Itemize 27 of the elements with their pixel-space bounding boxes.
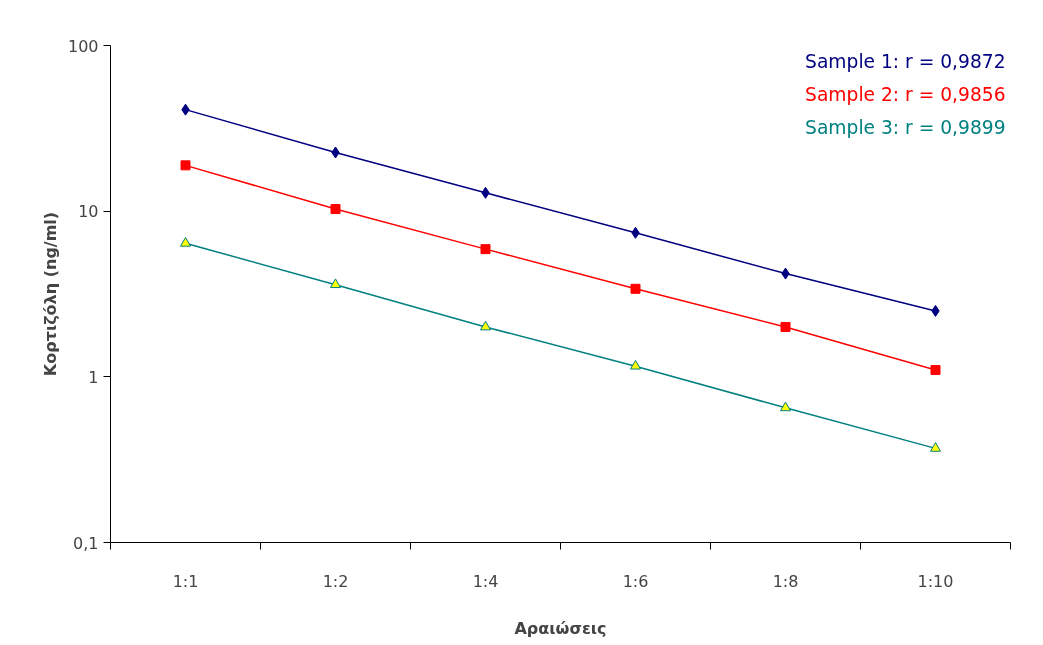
y-axis-title: Κορτιζόλη (ng/ml) — [40, 211, 60, 377]
x-tick-label: 1:6 — [622, 571, 649, 591]
y-tick-label: 0,1 — [73, 533, 99, 553]
x-tick-label: 1:1 — [172, 571, 199, 591]
x-tick-label: 1:4 — [472, 571, 499, 591]
point — [630, 283, 641, 294]
point — [630, 359, 641, 370]
x-tick-label: 1:10 — [917, 571, 954, 591]
text: Sample 2: r = 0,9856 — [805, 83, 1006, 105]
point — [330, 278, 341, 289]
text: Sample 1: r = 0,9872 — [805, 50, 1006, 72]
point — [480, 244, 491, 255]
y-tick-label: 1 — [88, 367, 99, 387]
x-axis-title: Αραιώσεις — [514, 618, 607, 638]
y-tick-label: 10 — [78, 202, 99, 222]
text: Sample 3: r = 0,9899 — [805, 116, 1006, 138]
x-tick-label: 1:8 — [772, 571, 799, 591]
y-tick-label: 100 — [67, 36, 99, 56]
point — [930, 364, 941, 375]
point — [480, 320, 491, 331]
point — [780, 401, 791, 412]
point — [930, 442, 941, 452]
point — [330, 204, 341, 215]
point — [180, 237, 191, 247]
x-tick-label: 1:2 — [322, 571, 349, 591]
point — [780, 321, 791, 332]
point — [180, 160, 191, 171]
